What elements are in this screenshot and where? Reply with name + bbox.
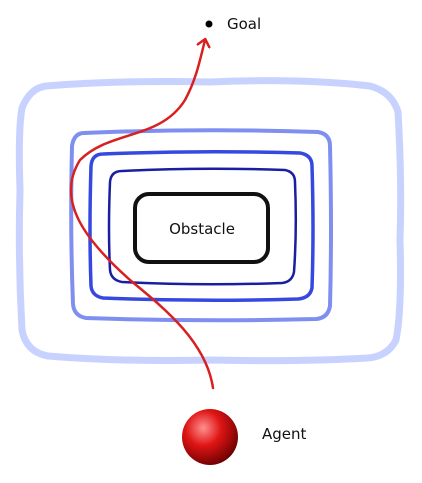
goal-label: Goal [227, 15, 261, 33]
goal-dot [205, 20, 213, 28]
contour-inner [88, 149, 315, 303]
agent-label: Agent [262, 425, 307, 443]
contour-outer [15, 77, 405, 365]
agent-ball [182, 409, 238, 465]
agent-path-arrow [69, 40, 215, 390]
obstacle-box [133, 192, 270, 264]
contour-middle [69, 128, 333, 323]
obstacle-label: Obstacle [169, 220, 235, 238]
contour-innermost [107, 167, 298, 286]
